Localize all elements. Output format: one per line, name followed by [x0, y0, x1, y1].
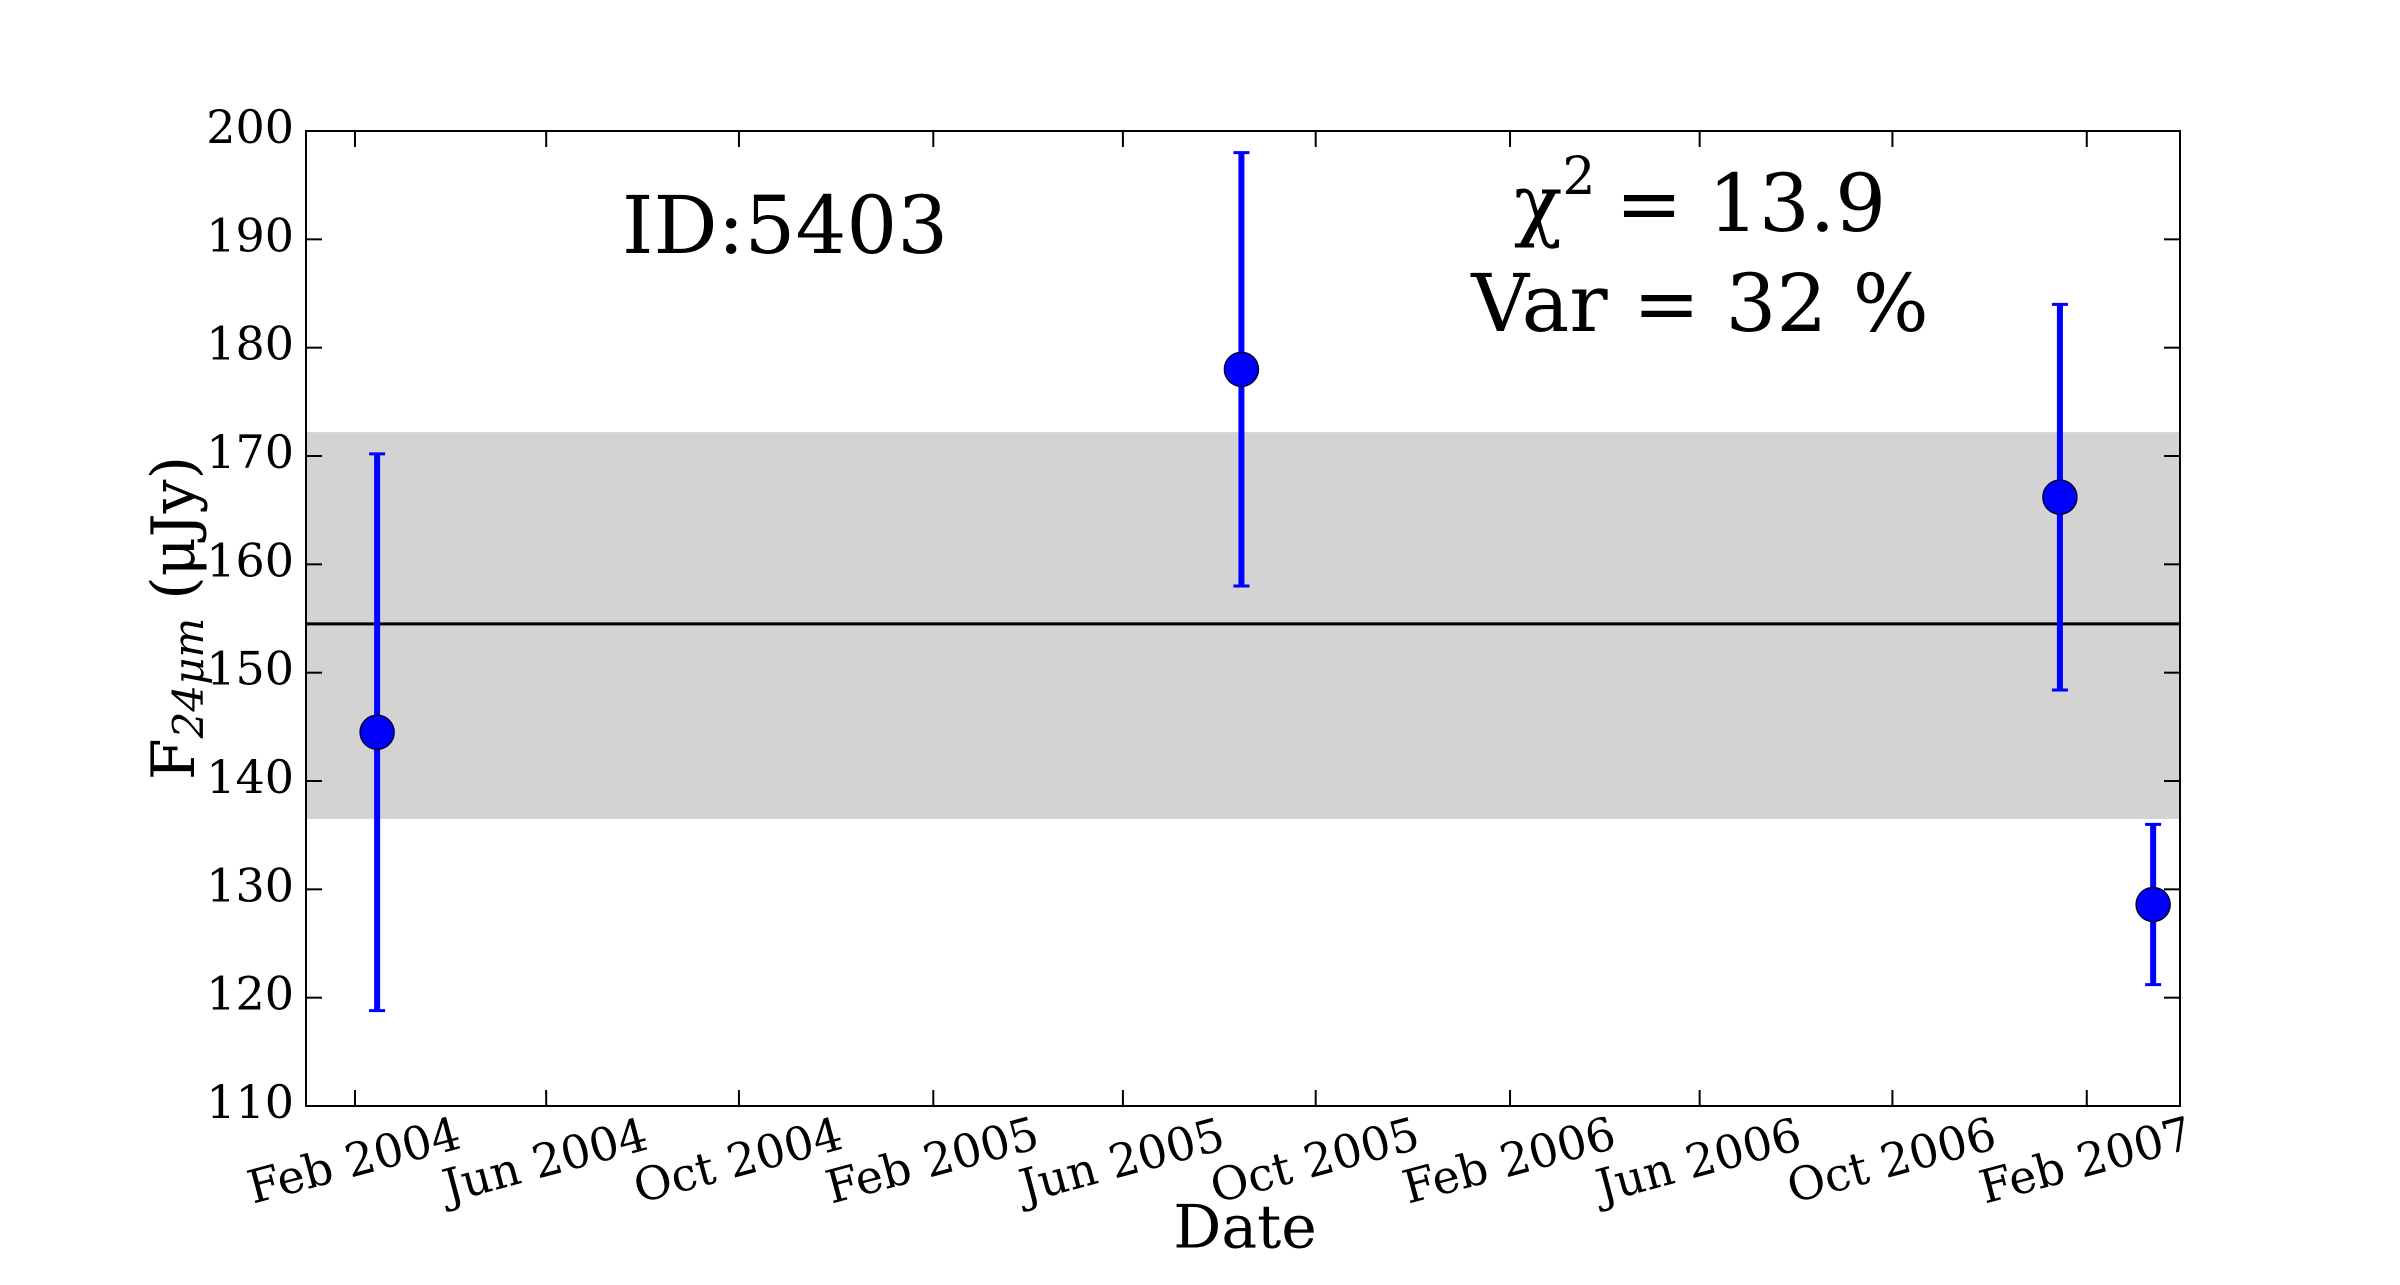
point: [2135, 886, 2171, 923]
chi-label: χ2 = 13.9: [1514, 147, 1886, 251]
y-tick-label: 130: [206, 858, 294, 912]
x-axis-label: Date: [1173, 1193, 1317, 1263]
y-tick-label: 190: [206, 208, 294, 262]
y-tick-label: 170: [206, 425, 294, 479]
point: [359, 714, 395, 750]
chi-power: 2: [1562, 147, 1595, 207]
y-tick-label: 110: [206, 1075, 294, 1129]
x-tick-label: Oct 2006: [1781, 1106, 2001, 1213]
x-tick-label: Jun 2006: [1587, 1107, 1807, 1214]
y-tick-label: 120: [206, 967, 294, 1021]
y-tick-label: 180: [206, 317, 294, 371]
y-label-sub: 24μm: [164, 618, 213, 740]
x-tick-label: Feb 2007: [1974, 1106, 2198, 1215]
y-label-unit: (μJy): [139, 456, 209, 600]
y-axis-label: F24μm (μJy): [139, 456, 213, 780]
plot-frame: [305, 130, 2181, 1107]
x-tick-label: Feb 2006: [1397, 1106, 1621, 1215]
chi-value: = 13.9: [1615, 157, 1886, 250]
y-tick-label: 200: [206, 100, 294, 154]
x-tick-label: Feb 2005: [820, 1106, 1044, 1215]
point: [1223, 351, 1260, 388]
x-tick-label: Oct 2004: [628, 1106, 848, 1213]
id-label: ID:5403: [622, 179, 948, 272]
y-label-main: F: [139, 738, 209, 780]
y-tick-label: 140: [206, 750, 294, 804]
chi-symbol: χ: [1514, 157, 1562, 250]
y-tick-label: 150: [206, 642, 294, 696]
y-tick-label: 160: [206, 533, 294, 587]
x-tick-label: Jun 2004: [433, 1107, 653, 1214]
point: [2042, 479, 2078, 515]
var-label: Var = 32 %: [1470, 257, 1929, 350]
